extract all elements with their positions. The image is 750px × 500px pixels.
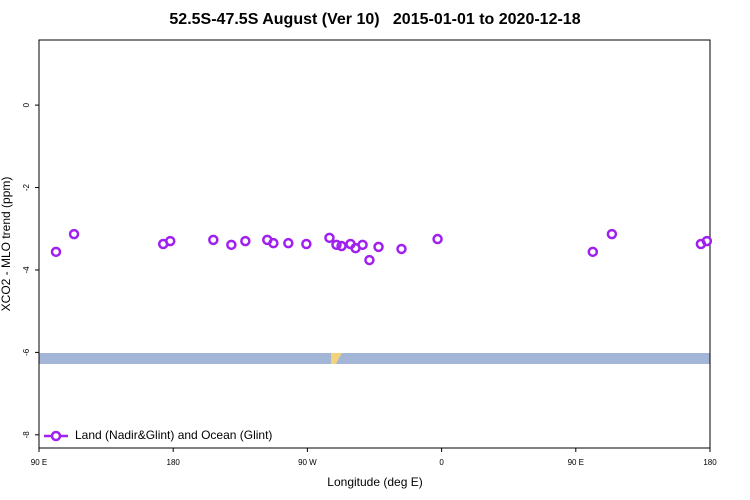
point <box>50 246 62 258</box>
y-tick-label: -6 <box>22 348 31 356</box>
y-tick-label: -4 <box>22 266 31 274</box>
point <box>364 254 375 266</box>
x-tick-label: 90 E <box>31 458 47 467</box>
point <box>268 237 279 249</box>
y-tick-label: -8 <box>22 431 31 439</box>
point <box>701 235 713 247</box>
x-tick-label: 90 W <box>298 458 317 467</box>
point <box>606 228 618 240</box>
y-tick-label: 0 <box>22 102 31 107</box>
x-axis-label: Longitude (deg E) <box>327 475 422 489</box>
legend-label: Land (Nadir&Glint) and Ocean (Glint) <box>75 428 272 442</box>
point <box>164 235 176 247</box>
y-tick-label: -2 <box>22 183 31 191</box>
point <box>396 243 407 255</box>
point <box>240 235 251 247</box>
point <box>432 233 443 245</box>
x-tick-label: 0 <box>439 458 444 467</box>
point <box>331 239 342 251</box>
point <box>324 232 335 244</box>
point <box>283 237 294 249</box>
map-strip <box>39 353 710 364</box>
chart-title: 52.5S-47.5S August (Ver 10) 2015-01-01 t… <box>169 11 580 28</box>
point <box>373 241 384 253</box>
land-patch <box>331 353 342 364</box>
point <box>301 238 312 250</box>
point <box>68 228 80 240</box>
point <box>336 240 347 252</box>
x-tick-label: 90 E <box>568 458 584 467</box>
point <box>208 234 219 246</box>
point <box>587 246 599 258</box>
x-tick-label: 180 <box>167 458 181 467</box>
point <box>226 239 237 251</box>
point <box>357 239 368 251</box>
x-tick-label: 180 <box>703 458 717 467</box>
legend-marker <box>50 430 62 442</box>
y-axis-label: XCO2 - MLO trend (ppm) <box>0 177 13 312</box>
